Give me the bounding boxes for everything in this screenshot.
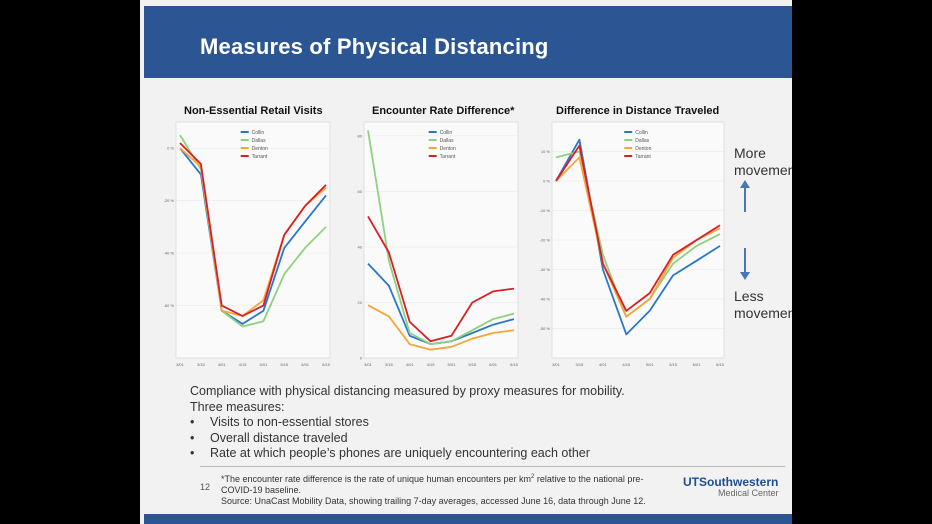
legend-label: Tarrant (440, 154, 456, 160)
chart-title-distance: Difference in Distance Traveled (556, 105, 720, 117)
chart-retail: 0 % -20 % -40 % -60 % 3/01 3/15 4/01 4/15 5/01 5/… (164, 121, 331, 367)
y-tick-label: -20 % (164, 198, 175, 203)
plot-area (175, 121, 331, 359)
footer-divider (200, 466, 785, 467)
less-movement-label: Less movement (734, 288, 792, 321)
y-tick-label: 80 (358, 133, 363, 138)
chart-encounter: 80 60 40 20 03/01 3/15 4/01 4/15 5/01 5/15 6/01 6/1… (358, 121, 519, 367)
x-tick-label: 6/01 (489, 362, 498, 367)
x-tick-label: 5/01 (646, 362, 655, 367)
legend-label: Tarrant (252, 154, 268, 160)
chart-distance: 10 % 0 % -10 % -20 % -30 % -40 % -50 % 3/01 3/15… (540, 121, 725, 367)
x-tick-label: 4/01 (218, 362, 227, 367)
series-line-tarrant (555, 144, 721, 312)
footnote-line-1: *The encounter rate difference is the ra… (221, 474, 644, 484)
legend-label: Denton (440, 146, 456, 152)
x-tick-label: 3/15 (197, 362, 206, 367)
logo-subtitle: Medical Center (718, 488, 779, 498)
x-tick-label: 5/15 (669, 362, 678, 367)
bullet-text: Rate at which people’s phones are unique… (210, 446, 590, 460)
page-number: 12 (200, 482, 211, 492)
footnote-line-3: Source: UnaCast Mobility Data, showing t… (221, 496, 646, 506)
x-tick-label: 3/15 (576, 362, 585, 367)
chart-title-encounter: Encounter Rate Difference* (372, 105, 515, 117)
x-tick-label: 5/01 (260, 362, 269, 367)
y-tick-label: 0 % (167, 146, 174, 151)
x-tick-label: 5/01 (448, 362, 457, 367)
x-tick-label: 3/15 (385, 362, 394, 367)
chart-title-retail: Non-Essential Retail Visits (184, 105, 323, 117)
x-tick-label: 3/01 (176, 362, 185, 367)
x-tick-label: 6/01 (693, 362, 702, 367)
footnote: *The encounter rate difference is the ra… (221, 472, 691, 507)
footer-bar (144, 514, 792, 524)
down-arrow-icon (740, 248, 750, 280)
bullet-text: Visits to non-essential stores (210, 415, 369, 429)
x-tick-label: 4/01 (406, 362, 415, 367)
y-tick-label: 20 (358, 300, 363, 305)
legend-label: Denton (635, 146, 651, 152)
y-tick-label: -60 % (164, 303, 175, 308)
x-tick-label: 6/15 (322, 362, 331, 367)
x-tick-label: 3/01 (552, 362, 561, 367)
legend-label: Collin (440, 130, 453, 136)
x-tick-label: 6/15 (510, 362, 519, 367)
series-line-tarrant (367, 215, 515, 343)
y-tick-label: -20 % (540, 238, 551, 243)
legend-label: Denton (252, 146, 268, 152)
y-tick-label: -30 % (540, 267, 551, 272)
x-tick-label: 4/15 (239, 362, 248, 367)
x-tick-label: 5/15 (280, 362, 289, 367)
x-tick-label: 6/01 (301, 362, 310, 367)
bullet-text: Overall distance traveled (210, 430, 348, 445)
more-movement-label: More movement (734, 145, 792, 178)
legend-label: Dallas (440, 138, 454, 144)
y-tick-label: 60 (358, 189, 363, 194)
legend-label: Dallas (252, 138, 266, 144)
series-line-dallas (367, 130, 515, 345)
y-tick-label: -50 % (540, 326, 551, 331)
x-tick-label: 5/15 (468, 362, 477, 367)
y-tick-label: -10 % (540, 208, 551, 213)
legend-label: Dallas (635, 138, 649, 144)
up-arrow-icon (740, 180, 750, 212)
header-bar (144, 6, 792, 78)
y-tick-label: 0 (360, 356, 363, 361)
y-tick-label: 10 % (541, 149, 551, 154)
footnote-line-2: COVID-19 baseline. (221, 485, 302, 495)
series-line-denton (367, 304, 515, 351)
y-tick-label: -40 % (164, 251, 175, 256)
body-text: Compliance with physical distancing meas… (190, 384, 625, 462)
logo-wordmark: UTSouthwestern (683, 475, 779, 489)
body-intro: Compliance with physical distancing meas… (190, 384, 625, 398)
bullet-item: • Overall distance traveled (190, 430, 348, 445)
legend-label: Tarrant (635, 154, 651, 160)
slide-title: Measures of Physical Distancing (200, 34, 549, 59)
x-tick-label: 4/15 (622, 362, 631, 367)
legend-label: Collin (635, 130, 648, 136)
y-tick-label: 40 (358, 244, 363, 249)
slide: Measures of Physical Distancing Non-Esse… (140, 0, 792, 524)
y-tick-label: 0 % (543, 179, 550, 184)
bullet-item: • Rate at which people’s phones are uniqu… (190, 446, 590, 460)
body-sub: Three measures: (190, 399, 285, 414)
x-tick-label: 3/01 (364, 362, 373, 367)
y-tick-label: -40 % (540, 297, 551, 302)
bullet-item: • Visits to non-essential stores (190, 415, 369, 429)
x-tick-label: 4/15 (427, 362, 436, 367)
x-tick-label: 6/15 (716, 362, 725, 367)
x-tick-label: 4/01 (599, 362, 608, 367)
legend-label: Collin (252, 130, 265, 136)
series-line-tarrant (179, 142, 327, 317)
